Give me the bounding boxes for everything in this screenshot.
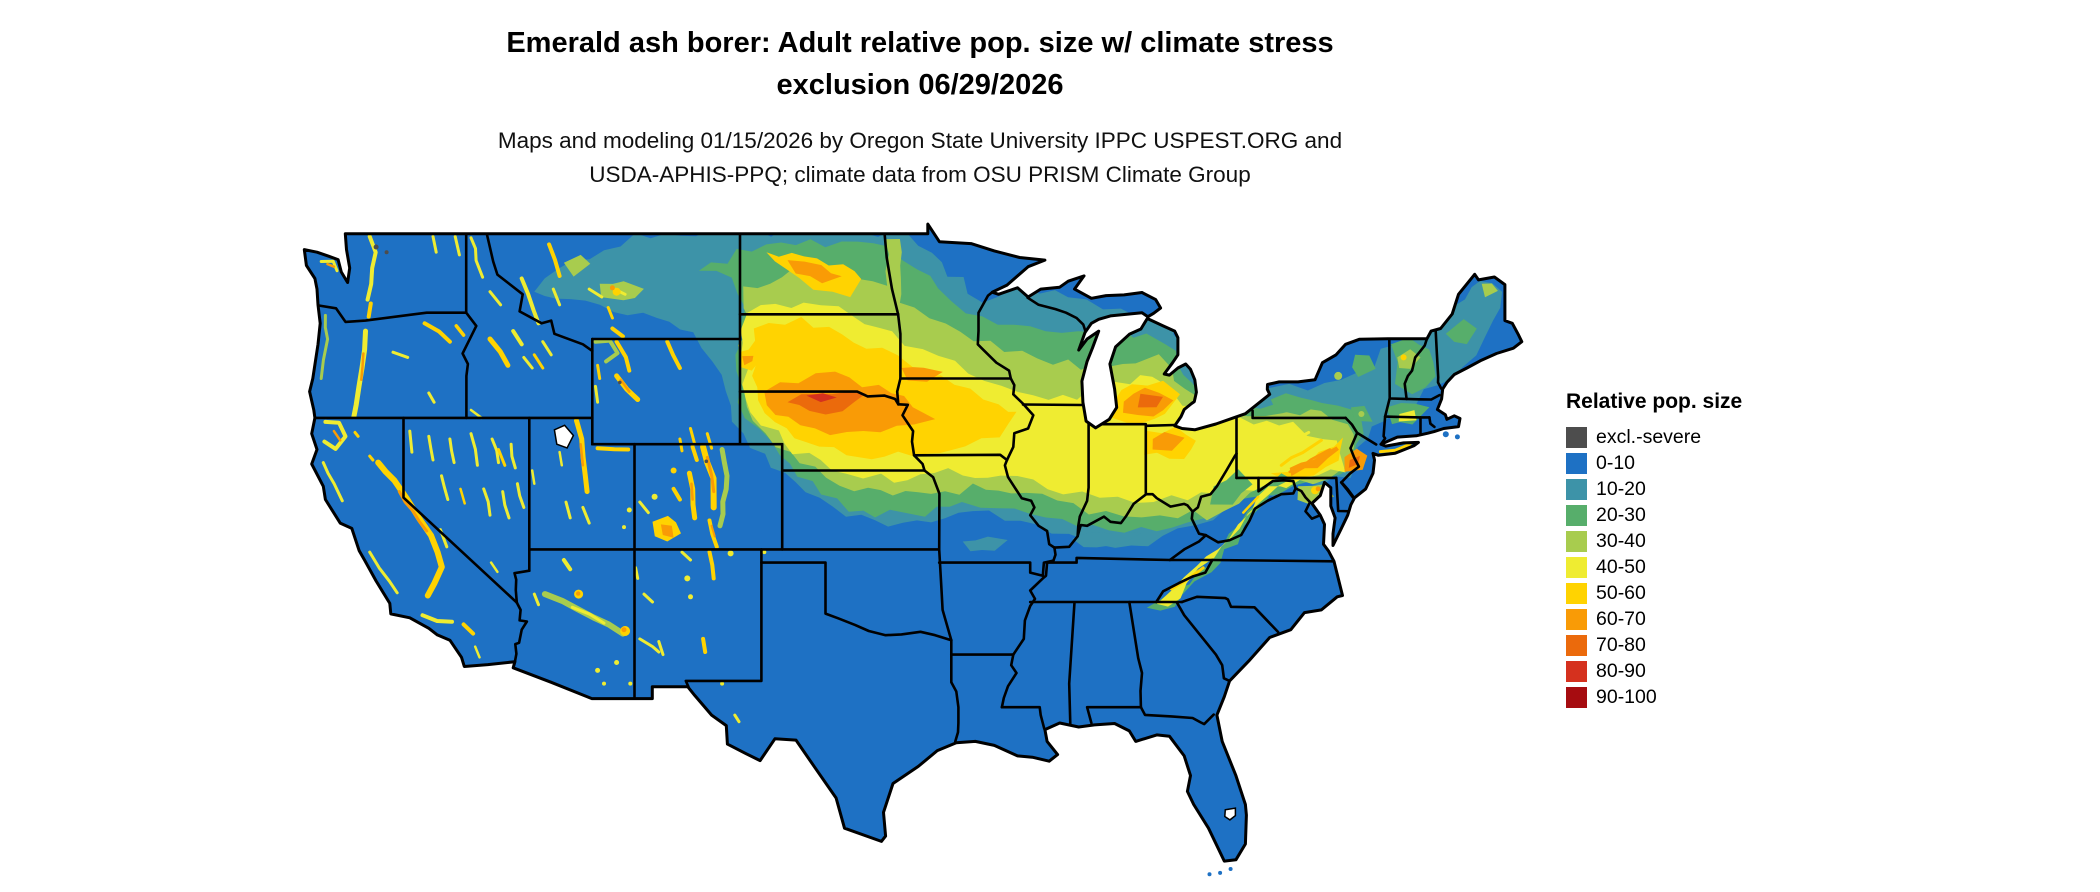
legend-item-label: 0-10	[1596, 451, 1636, 474]
legend-item-label: 90-100	[1596, 685, 1657, 708]
legend-swatch	[1566, 478, 1587, 500]
map-raster	[319, 225, 1503, 821]
us-map-svg	[302, 222, 1524, 877]
legend-item: 80-90	[1566, 658, 1742, 684]
island-dot	[1218, 870, 1223, 875]
legend-item: 30-40	[1566, 528, 1742, 554]
legend-item-label: 80-90	[1596, 659, 1646, 682]
legend-items: excl.-severe 0-10 10-20 20-30 30-40 40-50 50-6…	[1566, 424, 1742, 710]
legend-item: 50-60	[1566, 580, 1742, 606]
legend-swatch	[1566, 686, 1587, 708]
legend-item: 0-10	[1566, 450, 1742, 476]
land-base	[304, 224, 1522, 862]
map-subtitle: Maps and modeling 01/15/2026 by Oregon S…	[0, 124, 1840, 192]
map-title-line1: Emerald ash borer: Adult relative pop. s…	[506, 27, 1334, 59]
legend-item: 20-30	[1566, 502, 1742, 528]
national-outline	[302, 222, 1524, 863]
legend-item: 40-50	[1566, 554, 1742, 580]
legend-swatch	[1566, 634, 1587, 656]
map-title-line2: exclusion 06/29/2026	[776, 69, 1064, 102]
legend-swatch	[1566, 608, 1587, 630]
map-subtitle-line2: USDA-APHIS-PPQ; climate data from OSU PR…	[589, 161, 1251, 187]
legend-swatch	[1566, 582, 1587, 604]
island-dot	[1207, 872, 1212, 877]
island-dot	[1454, 434, 1460, 440]
legend-item: 10-20	[1566, 476, 1742, 502]
legend-item: 70-80	[1566, 632, 1742, 658]
legend-swatch	[1566, 504, 1587, 526]
legend-item-label: excl.-severe	[1596, 425, 1702, 448]
legend-item-label: 30-40	[1596, 529, 1646, 552]
legend-swatch	[1566, 452, 1587, 474]
legend-swatch	[1566, 556, 1587, 578]
legend-title: Relative pop. size	[1566, 390, 1743, 413]
legend-item-label: 60-70	[1596, 607, 1646, 630]
legend-item-label: 70-80	[1596, 633, 1646, 656]
map-subtitle-line1: Maps and modeling 01/15/2026 by Oregon S…	[497, 128, 1343, 153]
legend-item: excl.-severe	[1566, 424, 1742, 450]
us-map	[298, 222, 1530, 890]
legend-swatch	[1566, 426, 1587, 448]
legend-item-label: 20-30	[1596, 503, 1646, 526]
legend-item: 90-100	[1566, 684, 1742, 710]
map-title: Emerald ash borer: Adult relative pop. s…	[0, 22, 1840, 106]
legend-item-label: 50-60	[1596, 581, 1646, 604]
legend-swatch	[1566, 660, 1587, 682]
state-borders	[313, 232, 1443, 743]
legend-swatch	[1566, 530, 1587, 552]
legend-item: 60-70	[1566, 606, 1742, 632]
island-dot	[1228, 867, 1233, 871]
legend-item-label: 40-50	[1596, 555, 1646, 578]
legend: Relative pop. size excl.-severe 0-10 10-20…	[1566, 390, 1742, 710]
legend-item-label: 10-20	[1596, 477, 1646, 500]
island-dot	[1442, 431, 1449, 438]
